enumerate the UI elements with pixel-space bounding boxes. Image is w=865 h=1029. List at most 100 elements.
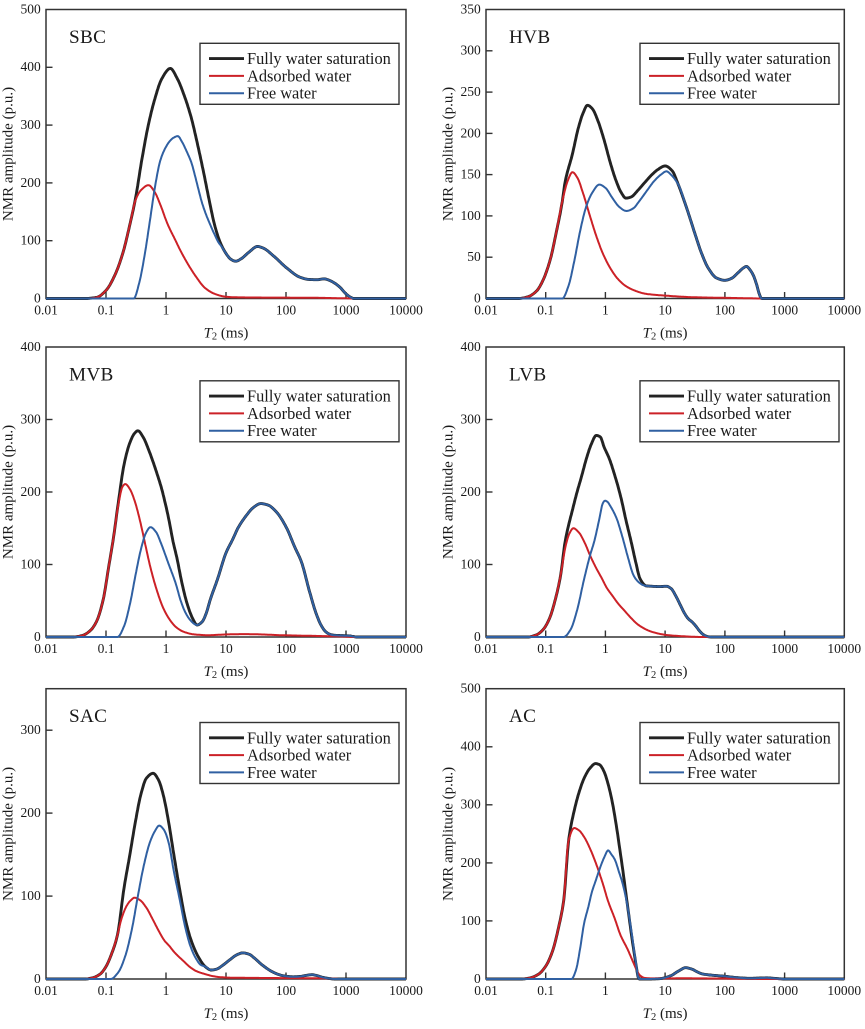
svg-text:Adsorbed water: Adsorbed water [247, 404, 352, 423]
svg-text:300: 300 [21, 411, 42, 426]
svg-text:Free water: Free water [687, 763, 757, 782]
svg-text:350: 350 [461, 1, 482, 16]
svg-text:300: 300 [21, 117, 42, 132]
svg-text:NMR amplitude (p.u.): NMR amplitude (p.u.) [440, 767, 456, 901]
svg-text:0: 0 [34, 629, 41, 644]
svg-text:Fully water saturation: Fully water saturation [687, 49, 831, 68]
svg-text:LVB: LVB [509, 365, 547, 386]
svg-text:Adsorbed water: Adsorbed water [687, 746, 792, 765]
svg-text:SAC: SAC [69, 706, 107, 727]
svg-text:T2 (ms): T2 (ms) [643, 1006, 688, 1023]
svg-text:500: 500 [461, 681, 482, 696]
svg-text:10000: 10000 [389, 641, 423, 656]
svg-text:T2 (ms): T2 (ms) [643, 664, 688, 681]
svg-text:0.01: 0.01 [474, 303, 498, 318]
svg-text:10000: 10000 [827, 303, 861, 318]
svg-text:200: 200 [461, 855, 482, 870]
svg-text:Fully water saturation: Fully water saturation [247, 387, 391, 406]
svg-text:Adsorbed water: Adsorbed water [687, 404, 792, 423]
svg-text:0.01: 0.01 [474, 641, 498, 656]
svg-text:10: 10 [658, 641, 672, 656]
svg-text:0: 0 [34, 971, 41, 986]
svg-text:0.1: 0.1 [537, 303, 554, 318]
svg-text:0: 0 [474, 629, 481, 644]
svg-text:400: 400 [461, 339, 482, 354]
svg-text:Adsorbed water: Adsorbed water [247, 66, 352, 85]
svg-text:100: 100 [21, 556, 42, 571]
svg-text:0: 0 [34, 290, 41, 305]
svg-text:100: 100 [461, 913, 482, 928]
svg-text:NMR amplitude (p.u.): NMR amplitude (p.u.) [0, 87, 16, 221]
svg-text:HVB: HVB [509, 27, 550, 48]
svg-text:NMR amplitude (p.u.): NMR amplitude (p.u.) [0, 425, 16, 559]
svg-text:100: 100 [715, 641, 736, 656]
svg-text:100: 100 [276, 303, 297, 318]
svg-text:0.01: 0.01 [34, 303, 58, 318]
svg-text:100: 100 [276, 983, 297, 998]
svg-text:Free water: Free water [247, 421, 317, 440]
svg-text:NMR amplitude (p.u.): NMR amplitude (p.u.) [440, 425, 456, 559]
svg-text:100: 100 [715, 983, 736, 998]
svg-text:10: 10 [658, 983, 672, 998]
svg-text:1000: 1000 [771, 641, 798, 656]
svg-text:100: 100 [21, 233, 42, 248]
svg-text:10000: 10000 [827, 641, 861, 656]
svg-text:Fully water saturation: Fully water saturation [687, 728, 831, 747]
svg-text:100: 100 [715, 303, 736, 318]
svg-text:1: 1 [602, 983, 609, 998]
svg-text:100: 100 [461, 556, 482, 571]
svg-text:200: 200 [21, 175, 42, 190]
svg-text:400: 400 [21, 59, 42, 74]
svg-text:Fully water saturation: Fully water saturation [247, 728, 391, 747]
svg-text:MVB: MVB [69, 365, 114, 386]
svg-text:1000: 1000 [333, 641, 360, 656]
svg-text:Adsorbed water: Adsorbed water [247, 746, 352, 765]
svg-text:1: 1 [602, 641, 609, 656]
svg-text:1000: 1000 [771, 983, 798, 998]
svg-text:100: 100 [21, 888, 42, 903]
svg-text:10: 10 [219, 641, 233, 656]
svg-text:150: 150 [461, 167, 482, 182]
svg-text:0.01: 0.01 [474, 983, 498, 998]
svg-text:1000: 1000 [333, 303, 360, 318]
svg-text:10: 10 [219, 303, 233, 318]
svg-text:200: 200 [461, 125, 482, 140]
svg-text:10: 10 [219, 983, 233, 998]
svg-text:Fully water saturation: Fully water saturation [687, 387, 831, 406]
svg-text:10000: 10000 [389, 303, 423, 318]
svg-text:10000: 10000 [389, 983, 423, 998]
svg-text:200: 200 [461, 484, 482, 499]
svg-text:400: 400 [21, 339, 42, 354]
svg-text:1: 1 [602, 303, 609, 318]
svg-text:300: 300 [461, 43, 482, 58]
svg-text:1000: 1000 [333, 983, 360, 998]
svg-text:1: 1 [163, 641, 170, 656]
svg-text:300: 300 [21, 722, 42, 737]
svg-text:Adsorbed water: Adsorbed water [687, 66, 792, 85]
svg-text:T2 (ms): T2 (ms) [204, 664, 249, 681]
svg-text:0.01: 0.01 [34, 983, 58, 998]
svg-text:AC: AC [509, 706, 536, 727]
svg-text:T2 (ms): T2 (ms) [204, 1006, 249, 1023]
svg-text:200: 200 [21, 484, 42, 499]
svg-text:0.1: 0.1 [98, 303, 115, 318]
svg-text:0.1: 0.1 [537, 641, 554, 656]
svg-text:100: 100 [276, 641, 297, 656]
svg-text:400: 400 [461, 739, 482, 754]
svg-text:1: 1 [163, 303, 170, 318]
svg-text:500: 500 [21, 1, 42, 16]
svg-text:200: 200 [21, 805, 42, 820]
svg-text:Free water: Free water [687, 84, 757, 103]
svg-text:Free water: Free water [687, 421, 757, 440]
svg-text:Free water: Free water [247, 763, 317, 782]
svg-text:1: 1 [163, 983, 170, 998]
svg-text:0: 0 [474, 290, 481, 305]
svg-text:10000: 10000 [827, 983, 861, 998]
svg-text:250: 250 [461, 84, 482, 99]
svg-text:T2 (ms): T2 (ms) [204, 326, 249, 343]
svg-text:100: 100 [461, 208, 482, 223]
svg-text:0.01: 0.01 [34, 641, 58, 656]
svg-text:T2 (ms): T2 (ms) [643, 326, 688, 343]
svg-text:0.1: 0.1 [98, 983, 115, 998]
svg-text:0.1: 0.1 [98, 641, 115, 656]
